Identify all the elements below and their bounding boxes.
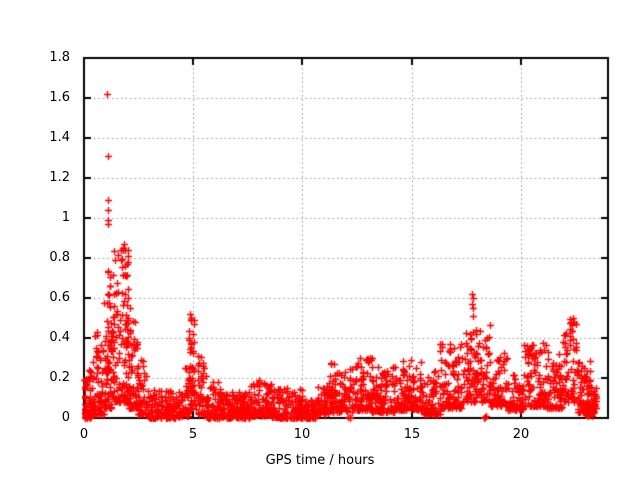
y-tick-label: 0 [61, 410, 70, 425]
x-tick-label: 20 [512, 427, 530, 442]
y-tick-label: 0.4 [49, 330, 70, 345]
x-tick-label: 0 [79, 427, 89, 442]
y-tick-label: 1.6 [49, 90, 70, 105]
x-tick-label: 5 [188, 427, 198, 442]
y-tick-label: 0.8 [49, 250, 70, 265]
y-tick-label: 0.2 [49, 370, 70, 385]
y-tick-label: 1 [61, 210, 70, 225]
y-tick-label: 1.8 [49, 50, 70, 65]
y-tick-label: 0.6 [49, 290, 70, 305]
y-tick-label: 1.4 [49, 130, 70, 145]
x-tick-label: 15 [403, 427, 421, 442]
x-tick-label: 10 [293, 427, 311, 442]
x-axis-title: GPS time / hours [265, 453, 375, 468]
y-tick-label: 1.2 [49, 170, 70, 185]
